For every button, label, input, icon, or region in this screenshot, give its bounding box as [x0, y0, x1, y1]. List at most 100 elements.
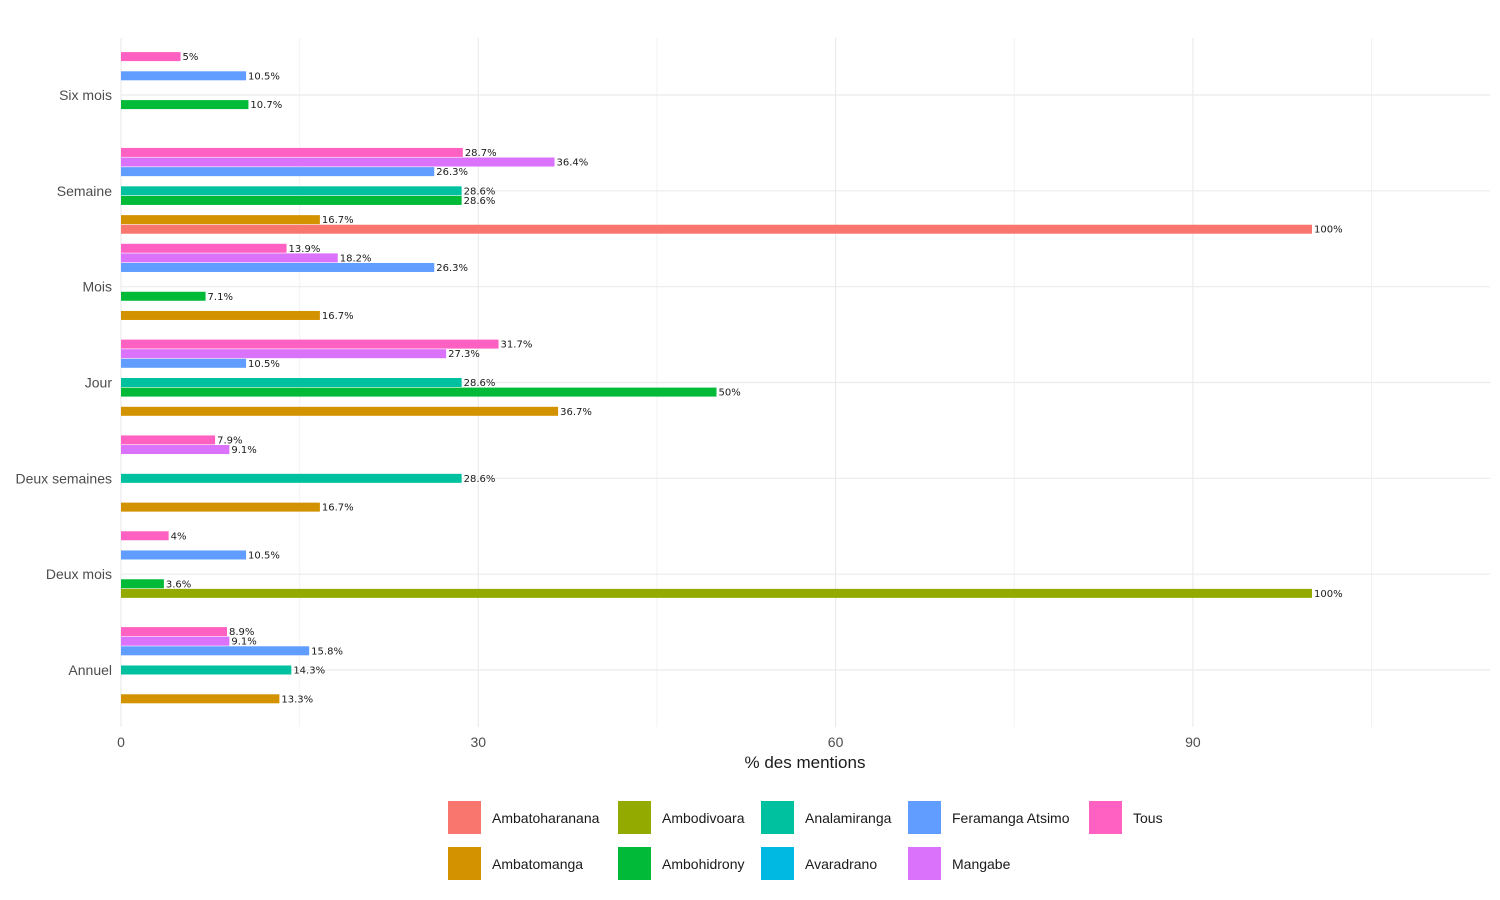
legend-swatch-tous: [1089, 801, 1122, 834]
bar-mangabe-semaine: [121, 157, 555, 167]
bar-ambatomanga-semaine: [121, 215, 320, 225]
data-label: 18.2%: [340, 253, 372, 264]
y-tick-label: Mois: [82, 279, 112, 295]
data-label: 16.7%: [322, 311, 354, 322]
data-label: 28.7%: [465, 148, 497, 159]
data-label: 14.3%: [293, 666, 325, 677]
bar-ambohidrony-mois: [121, 291, 206, 301]
data-label: 100%: [1314, 225, 1343, 236]
y-tick-label: Deux semaines: [16, 470, 113, 486]
legend-swatch-ambohidrony: [618, 847, 651, 880]
legend: Ambatoharanana Ambodivoara Analamiranga Fer…: [448, 801, 1163, 880]
legend-swatch-mangabe: [908, 847, 941, 880]
legend-swatch-feramanga-atsimo: [908, 801, 941, 834]
bar-tous-deux-semaines: [121, 435, 216, 445]
bar-tous-jour: [121, 339, 499, 349]
data-label: 26.3%: [436, 263, 468, 274]
bar-feramanga-atsimo-semaine: [121, 167, 435, 177]
bar-ambatomanga-jour: [121, 406, 559, 416]
legend-label: Feramanga Atsimo: [952, 810, 1070, 826]
data-label: 28.6%: [464, 186, 496, 197]
legend-label: Avaradrano: [805, 856, 877, 872]
bar-mangabe-deux-semaines: [121, 445, 230, 455]
y-tick-label: Jour: [85, 375, 113, 391]
bar-analamiranga-deux-semaines: [121, 473, 462, 483]
x-tick-label: 60: [828, 734, 844, 750]
x-axis: 0 30 60 90: [117, 734, 1201, 750]
bar-feramanga-atsimo-mois: [121, 262, 435, 272]
bar-ambohidrony-deux-mois: [121, 579, 164, 589]
data-label: 4%: [171, 531, 187, 542]
legend-label: Mangabe: [952, 856, 1011, 872]
data-label: 9.1%: [231, 445, 256, 456]
bar-tous-six-mois: [121, 52, 181, 62]
x-axis-title: % des mentions: [745, 753, 866, 772]
bar-ambohidrony-semaine: [121, 195, 462, 205]
y-axis: Six mois Semaine Mois Jour Deux semaines Deux…: [16, 87, 113, 678]
legend-swatch-avaradrano: [761, 847, 794, 880]
bar-analamiranga-annuel: [121, 665, 292, 675]
data-label: 28.6%: [464, 378, 496, 389]
data-label: 8.9%: [229, 627, 254, 638]
legend-label: Ambatoharanana: [492, 810, 600, 826]
bar-tous-deux-mois: [121, 531, 169, 541]
legend-swatch-ambodivoara: [618, 801, 651, 834]
legend-label: Analamiranga: [805, 810, 892, 826]
data-label: 36.7%: [560, 407, 592, 418]
data-labels: 10.7%10.5%5%100%16.7%28.6%28.6%26.3%36.4…: [166, 52, 1343, 705]
bar-tous-annuel: [121, 627, 227, 637]
data-label: 15.8%: [311, 646, 343, 657]
legend-label: Ambohidrony: [662, 856, 745, 872]
legend-label: Tous: [1133, 810, 1163, 826]
x-tick-label: 90: [1185, 734, 1201, 750]
data-label: 50%: [719, 388, 741, 399]
bar-ambatomanga-deux-semaines: [121, 502, 320, 512]
data-label: 13.9%: [289, 244, 321, 255]
legend-swatch-ambatoharanana: [448, 801, 481, 834]
y-tick-label: Semaine: [57, 183, 112, 199]
bar-analamiranga-semaine: [121, 186, 462, 196]
data-label: 7.9%: [217, 435, 242, 446]
data-label: 16.7%: [322, 503, 354, 514]
legend-swatch-analamiranga: [761, 801, 794, 834]
y-tick-label: Six mois: [59, 87, 112, 103]
data-label: 28.6%: [464, 474, 496, 485]
bar-analamiranga-jour: [121, 378, 462, 387]
x-tick-label: 30: [471, 734, 487, 750]
data-label: 10.7%: [250, 100, 282, 111]
bar-tous-mois: [121, 243, 287, 253]
bar-ambatomanga-mois: [121, 310, 320, 320]
bar-ambatomanga-annuel: [121, 694, 280, 704]
bar-tous-semaine: [121, 147, 463, 157]
bar-mangabe-annuel: [121, 636, 230, 646]
bar-ambohidrony-six-mois: [121, 100, 249, 110]
bar-mangabe-mois: [121, 253, 338, 263]
y-tick-label: Annuel: [68, 662, 112, 678]
bar-mangabe-jour: [121, 349, 447, 359]
data-label: 9.1%: [231, 637, 256, 648]
data-label: 10.5%: [248, 359, 280, 370]
data-label: 100%: [1314, 589, 1343, 600]
legend-label: Ambodivoara: [662, 810, 745, 826]
data-label: 36.4%: [557, 158, 589, 169]
data-label: 10.5%: [248, 550, 280, 561]
data-label: 31.7%: [501, 340, 533, 351]
bars: [121, 52, 1312, 704]
data-label: 27.3%: [448, 349, 480, 360]
bar-feramanga-atsimo-annuel: [121, 646, 310, 656]
bar-feramanga-atsimo-deux-mois: [121, 550, 247, 560]
legend-label: Ambatomanga: [492, 856, 583, 872]
data-label: 13.3%: [281, 694, 313, 705]
data-label: 28.6%: [464, 196, 496, 207]
bar-ambatoharanana-semaine: [121, 224, 1312, 234]
bar-ambodivoara-deux-mois: [121, 588, 1312, 598]
data-label: 5%: [183, 52, 199, 63]
data-label: 10.5%: [248, 71, 280, 82]
bar-feramanga-atsimo-jour: [121, 358, 247, 368]
legend-swatch-ambatomanga: [448, 847, 481, 880]
bar-ambohidrony-jour: [121, 387, 717, 397]
data-label: 7.1%: [208, 292, 233, 303]
y-tick-label: Deux mois: [46, 566, 112, 582]
data-label: 3.6%: [166, 579, 191, 590]
